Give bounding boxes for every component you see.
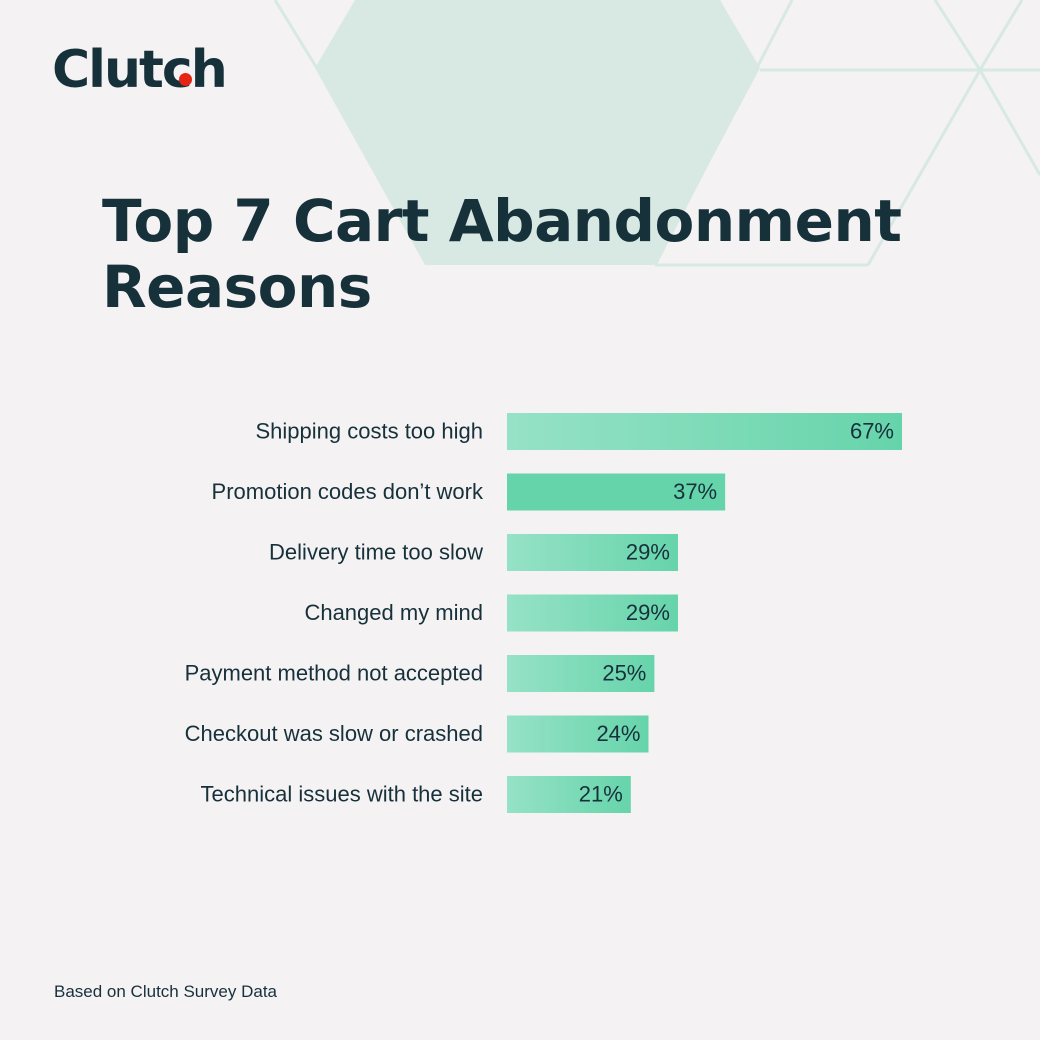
bar-7 xyxy=(507,776,631,813)
bar-5 xyxy=(507,655,655,692)
bar-2 xyxy=(507,473,726,511)
category-label-1: Shipping costs too high xyxy=(256,419,484,444)
clutch-logo: Clutch xyxy=(52,40,228,100)
category-label-5: Payment method not accepted xyxy=(185,661,483,686)
logo-dot xyxy=(179,73,192,86)
hexagon-decoration xyxy=(315,0,760,265)
value-label-2: 37% xyxy=(673,479,717,504)
value-label-3: 29% xyxy=(626,540,670,565)
bar-3 xyxy=(507,534,678,571)
bar-1 xyxy=(507,413,902,450)
bar-4 xyxy=(507,594,678,632)
category-label-7: Technical issues with the site xyxy=(201,782,483,807)
category-label-2: Promotion codes don’t work xyxy=(212,479,484,504)
footer-source-note: Based on Clutch Survey Data xyxy=(54,982,278,1001)
category-label-4: Changed my mind xyxy=(304,600,483,625)
category-label-3: Delivery time too slow xyxy=(269,540,483,565)
value-label-6: 24% xyxy=(596,721,640,746)
value-label-4: 29% xyxy=(626,600,670,625)
line-decoration xyxy=(273,0,1040,267)
logo-text: Clutch xyxy=(52,40,228,100)
value-label-1: 67% xyxy=(850,419,894,444)
value-label-7: 21% xyxy=(579,782,623,807)
bar-6 xyxy=(507,715,649,753)
title-line-1: Top 7 Cart Abandonment xyxy=(102,187,902,255)
chart-title: Top 7 Cart Abandonment Reasons xyxy=(102,188,902,320)
value-label-5: 25% xyxy=(602,661,646,686)
category-label-6: Checkout was slow or crashed xyxy=(185,721,483,746)
title-line-2: Reasons xyxy=(102,253,372,321)
